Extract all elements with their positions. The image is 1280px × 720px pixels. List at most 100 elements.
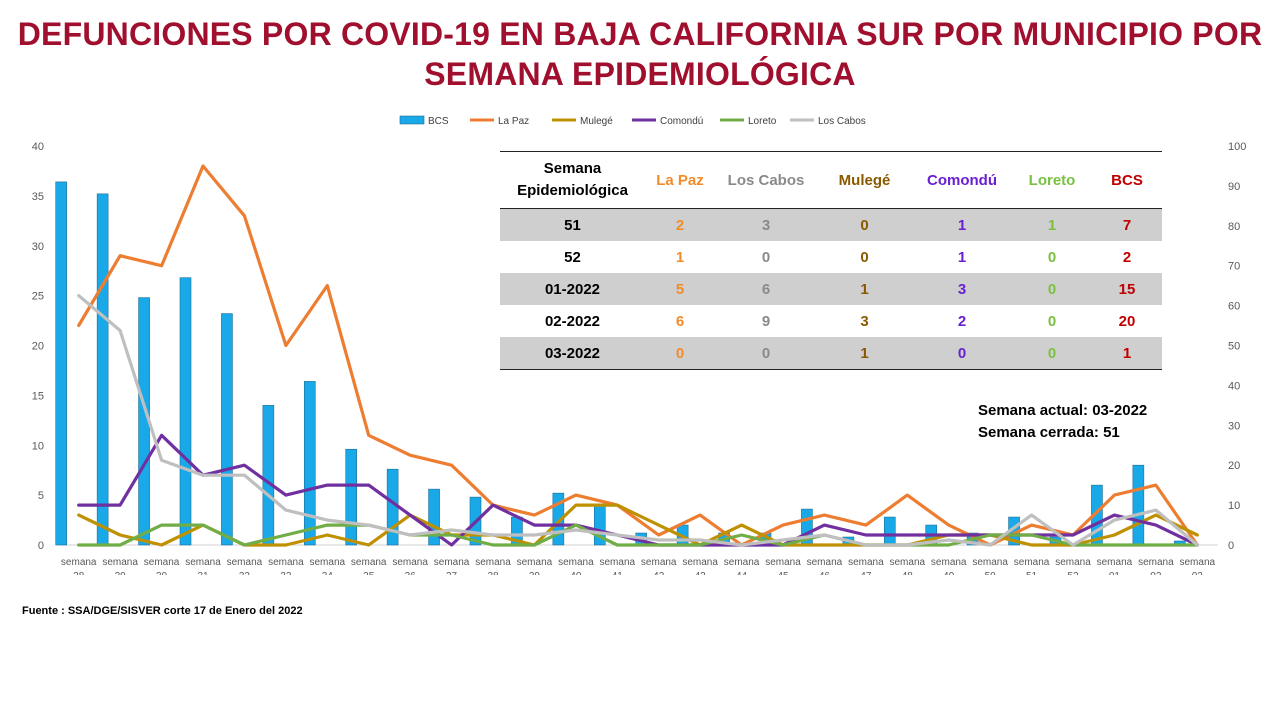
cell-los-cabos: 3 bbox=[715, 208, 817, 241]
left-tick-label: 40 bbox=[32, 141, 44, 153]
weekly-summary-table: Semana Epidemiológica La Paz Los Cabos Mu… bbox=[500, 151, 1162, 370]
x-tick-label: 35 bbox=[363, 571, 375, 575]
x-tick-label: 37 bbox=[446, 571, 458, 575]
right-tick-label: 70 bbox=[1228, 261, 1240, 273]
table-row: 01-2022 5 6 1 3 0 15 bbox=[500, 273, 1162, 305]
legend-label: Mulegé bbox=[580, 116, 613, 127]
cell-la-paz: 0 bbox=[645, 337, 715, 370]
x-tick-label: semana bbox=[641, 557, 677, 568]
x-tick-label: semana bbox=[1179, 557, 1215, 568]
bar-bcs bbox=[262, 405, 275, 546]
bar-bcs bbox=[345, 448, 358, 546]
current-week-label: Semana actual: 03-2022 bbox=[978, 402, 1148, 419]
x-tick-label: semana bbox=[931, 557, 967, 568]
x-tick-label: 28 bbox=[73, 571, 85, 575]
header-week: Semana Epidemiológica bbox=[500, 151, 645, 209]
x-tick-label: semana bbox=[599, 557, 635, 568]
cell-bcs: 1 bbox=[1092, 337, 1162, 370]
x-tick-label: semana bbox=[765, 557, 801, 568]
title-line-1: DEFUNCIONES POR COVID-19 EN BAJA CALIFOR… bbox=[17, 16, 1263, 52]
bar-bcs bbox=[1132, 464, 1145, 546]
x-tick-label: 43 bbox=[695, 571, 707, 575]
x-tick-label: 33 bbox=[280, 571, 292, 575]
x-tick-label: semana bbox=[392, 557, 428, 568]
source-note: Fuente : SSA/DGE/SISVER corte 17 de Ener… bbox=[22, 605, 303, 617]
left-tick-label: 5 bbox=[38, 490, 44, 502]
left-tick-label: 15 bbox=[32, 390, 44, 402]
combo-chart: 05101520253035400102030405060708090100se… bbox=[32, 115, 1246, 575]
cell-la-paz: 1 bbox=[675, 248, 685, 266]
cell-week: 03-2022 bbox=[500, 337, 645, 370]
cell-loreto: 0 bbox=[1012, 337, 1092, 370]
cell-loreto: 0 bbox=[1012, 273, 1092, 305]
x-tick-label: semana bbox=[1138, 557, 1174, 568]
legend-swatch bbox=[399, 115, 425, 125]
cell-loreto: 0 bbox=[1047, 312, 1057, 330]
header-loreto: Loreto bbox=[1012, 151, 1092, 209]
x-tick-label: semana bbox=[807, 557, 843, 568]
legend-label: La Paz bbox=[498, 116, 529, 127]
cell-bcs: 2 bbox=[1122, 248, 1132, 266]
table-row: 51 2 3 0 1 1 7 bbox=[500, 208, 1162, 241]
week-status: Semana actual: 03-2022 Semana cerrada: 5… bbox=[978, 400, 1147, 444]
cell-comondu: 3 bbox=[912, 273, 1012, 305]
x-tick-label: semana bbox=[102, 557, 138, 568]
cell-comondu: 1 bbox=[912, 208, 1012, 241]
x-tick-label: semana bbox=[309, 557, 345, 568]
x-tick-label: 45 bbox=[777, 571, 789, 575]
legend-label: Comondú bbox=[660, 116, 703, 127]
table-row: 03-2022 0 0 1 0 0 1 bbox=[500, 337, 1162, 370]
cell-la-paz: 2 bbox=[645, 208, 715, 241]
left-tick-label: 30 bbox=[32, 241, 44, 253]
bar-bcs bbox=[303, 381, 316, 546]
series-line-los-cabos bbox=[77, 294, 1199, 547]
x-tick-label: semana bbox=[724, 557, 760, 568]
cell-los-cabos: 0 bbox=[715, 337, 817, 370]
right-tick-label: 10 bbox=[1228, 500, 1240, 512]
page-title: DEFUNCIONES POR COVID-19 EN BAJA CALIFOR… bbox=[0, 14, 1280, 94]
cell-la-paz: 6 bbox=[675, 312, 685, 330]
header-los-cabos: Los Cabos bbox=[715, 151, 817, 209]
x-tick-label: semana bbox=[185, 557, 221, 568]
x-tick-label: semana bbox=[351, 557, 387, 568]
summary-header-row: Semana Epidemiológica La Paz Los Cabos Mu… bbox=[500, 151, 1162, 209]
bar-bcs bbox=[96, 193, 109, 546]
x-tick-label: semana bbox=[268, 557, 304, 568]
series-line-muleg- bbox=[77, 503, 1199, 547]
x-tick-label: 02 bbox=[1150, 571, 1162, 575]
right-tick-label: 90 bbox=[1228, 181, 1240, 193]
bar-bcs bbox=[883, 516, 896, 546]
bar-bcs bbox=[55, 181, 68, 546]
bar-bcs bbox=[428, 488, 440, 546]
right-tick-label: 40 bbox=[1228, 380, 1240, 392]
x-tick-label: semana bbox=[682, 557, 718, 568]
left-tick-label: 25 bbox=[32, 291, 44, 303]
cell-los-cabos: 6 bbox=[715, 273, 817, 305]
table-row: 52 1 0 0 1 0 2 bbox=[500, 241, 1162, 273]
cell-week: 51 bbox=[500, 208, 645, 241]
x-tick-label: 40 bbox=[570, 571, 582, 575]
cell-loreto: 0 bbox=[1047, 248, 1057, 266]
right-tick-label: 50 bbox=[1228, 341, 1240, 353]
cell-los-cabos: 9 bbox=[761, 312, 771, 330]
x-tick-label: 34 bbox=[322, 571, 334, 575]
cell-mulege: 0 bbox=[817, 208, 912, 241]
x-tick-label: semana bbox=[517, 557, 553, 568]
x-tick-label: semana bbox=[475, 557, 511, 568]
cell-bcs: 7 bbox=[1092, 208, 1162, 241]
title-line-2: SEMANA EPIDEMIOLÓGICA bbox=[424, 56, 856, 92]
table-row: 02-2022 6 9 3 2 0 20 bbox=[500, 305, 1162, 337]
cell-mulege: 3 bbox=[860, 312, 869, 330]
right-tick-label: 0 bbox=[1228, 540, 1234, 552]
x-tick-label: 31 bbox=[197, 571, 209, 575]
bar-bcs bbox=[552, 492, 565, 546]
right-tick-label: 20 bbox=[1228, 460, 1240, 472]
x-tick-label: 39 bbox=[529, 571, 541, 575]
x-tick-label: 41 bbox=[612, 571, 624, 575]
closed-week-label: Semana cerrada: 51 bbox=[978, 424, 1120, 441]
x-tick-label: semana bbox=[1097, 557, 1133, 568]
x-tick-label: 47 bbox=[860, 571, 872, 575]
x-tick-label: 46 bbox=[819, 571, 831, 575]
cell-week: 01-2022 bbox=[500, 273, 645, 305]
x-tick-label: 38 bbox=[487, 571, 499, 575]
